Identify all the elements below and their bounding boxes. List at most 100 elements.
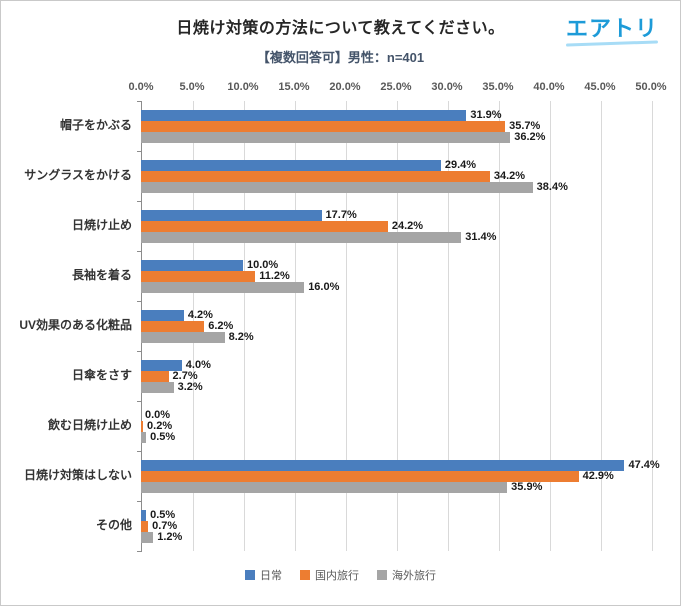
- gridline: [397, 101, 398, 551]
- bar: [141, 420, 144, 432]
- bar-group: 4.0% 2.7% 3.2%: [141, 351, 651, 401]
- legend-swatch-icon: [377, 570, 387, 580]
- bar: [141, 509, 147, 521]
- bar-value-label: 4.0%: [185, 358, 211, 371]
- bar-track: 0.5%: [141, 430, 651, 443]
- bar: [141, 481, 508, 493]
- x-tick-label: 30.0%: [431, 81, 463, 93]
- category-axis-tick: [137, 401, 142, 402]
- bar-value-label: 11.2%: [259, 269, 290, 282]
- category-label: 日焼け対策はしない: [23, 468, 132, 483]
- category-row: UV効果のある化粧品 4.2% 6.2% 8.2%: [13, 301, 651, 351]
- bar-track: 2.7%: [141, 369, 651, 382]
- bar-value-label: 38.4%: [536, 180, 568, 193]
- category-axis-tick: [137, 251, 142, 252]
- bar-value-label: 17.7%: [325, 208, 357, 221]
- bar: [141, 470, 579, 482]
- bar-value-label: 31.9%: [470, 108, 502, 121]
- category-row: その他 0.5% 0.7% 1.2%: [13, 501, 651, 551]
- bar-value-label: 24.2%: [391, 219, 424, 232]
- rows: 帽子をかぶる 31.9% 35.7% 36.2% サングラスをかける 29.4% 34.2%…: [13, 101, 660, 551]
- category-label: 日傘をさす: [71, 368, 132, 383]
- bar-track: 17.7%: [141, 208, 651, 221]
- bar: [141, 259, 243, 271]
- bar-track: 24.2%: [141, 219, 651, 232]
- gridline: [499, 101, 500, 551]
- bar-group: 47.4% 42.9% 35.9%: [141, 451, 660, 501]
- bar-value-label: 47.4%: [628, 458, 660, 471]
- bar: [141, 181, 533, 193]
- bar-value-label: 3.2%: [177, 380, 203, 393]
- x-tick-label: 40.0%: [533, 81, 565, 93]
- bar: [141, 170, 490, 182]
- chart-subtitle: 【複数回答可】男性：n=401: [256, 50, 425, 65]
- bar-track: 16.0%: [141, 281, 651, 293]
- bar: [141, 220, 388, 232]
- bar-track: 35.7%: [141, 120, 651, 132]
- bar-group: 4.2% 6.2% 8.2%: [141, 301, 651, 351]
- bar-value-label: 42.9%: [582, 469, 614, 482]
- category-label: サングラスをかける: [24, 168, 132, 183]
- bar: [141, 159, 441, 171]
- x-tick-label: 10.0%: [227, 81, 259, 93]
- bar-group: 0.0% 0.2% 0.5%: [141, 401, 651, 451]
- gridline: [448, 101, 449, 551]
- bar-value-label: 10.0%: [247, 258, 279, 271]
- bar: [141, 381, 174, 393]
- x-tick-label: 25.0%: [380, 81, 412, 93]
- bar-group: 0.5% 0.7% 1.2%: [141, 501, 651, 551]
- bar: [141, 131, 511, 143]
- bar-group: 29.4% 34.2% 38.4%: [141, 151, 651, 201]
- bar-track: 29.4%: [141, 158, 651, 171]
- category-axis-tick: [137, 451, 142, 452]
- bar-value-label: 8.2%: [228, 330, 254, 343]
- legend-label: 国内旅行: [315, 570, 359, 582]
- bar-value-label: 35.9%: [511, 480, 543, 493]
- x-tick-label: 20.0%: [329, 81, 361, 93]
- category-axis-tick: [137, 101, 142, 102]
- category-row: 日焼け止め 17.7% 24.2% 31.4%: [13, 201, 651, 251]
- bar: [141, 270, 256, 282]
- category-axis-tick: [137, 501, 142, 502]
- bar-track: 0.2%: [141, 419, 651, 432]
- bar-track: 1.2%: [141, 531, 651, 543]
- bar-value-label: 0.5%: [150, 430, 176, 443]
- bar-track: 31.9%: [141, 108, 651, 121]
- category-row: サングラスをかける 29.4% 34.2% 38.4%: [13, 151, 651, 201]
- bar-value-label: 2.7%: [172, 369, 198, 382]
- bar-value-label: 29.4%: [444, 158, 477, 171]
- category-row: 日焼け対策はしない 47.4% 42.9% 35.9%: [13, 451, 660, 501]
- page-title: 日焼け対策の方法について教えてください。: [176, 20, 505, 37]
- bar: [141, 531, 154, 543]
- legend-swatch-icon: [300, 570, 310, 580]
- bar: [141, 520, 149, 532]
- bar: [141, 459, 625, 471]
- category-label: 日焼け止め: [71, 218, 132, 233]
- bar-track: 36.2%: [141, 131, 651, 143]
- category-axis-tick: [137, 551, 142, 552]
- bar-track: 3.2%: [141, 380, 651, 393]
- bar: [141, 370, 169, 382]
- legend-item: 日常: [245, 567, 282, 583]
- airtrip-logo: エアトリ: [565, 16, 659, 47]
- bar: [141, 109, 467, 121]
- bar-value-label: 0.0%: [145, 408, 171, 421]
- bar-track: 6.2%: [141, 320, 651, 332]
- x-tick-label: 0.0%: [128, 81, 154, 93]
- bar-value-label: 0.5%: [150, 508, 176, 521]
- bar-track: 0.0%: [141, 408, 651, 421]
- category-axis-tick: [137, 151, 142, 152]
- bar: [141, 309, 184, 321]
- bar-value-label: 0.2%: [147, 419, 173, 432]
- bar-track: 34.2%: [141, 170, 651, 182]
- x-tick-label: 50.0%: [635, 81, 667, 93]
- bar: [141, 320, 205, 332]
- x-tick-label: 35.0%: [482, 81, 514, 93]
- bar: [141, 120, 506, 132]
- bar-track: 11.2%: [141, 269, 651, 282]
- legend-label: 日常: [260, 570, 282, 582]
- bar-track: 4.0%: [141, 358, 651, 371]
- legend-swatch-icon: [245, 570, 255, 580]
- bar-track: 4.2%: [141, 309, 651, 321]
